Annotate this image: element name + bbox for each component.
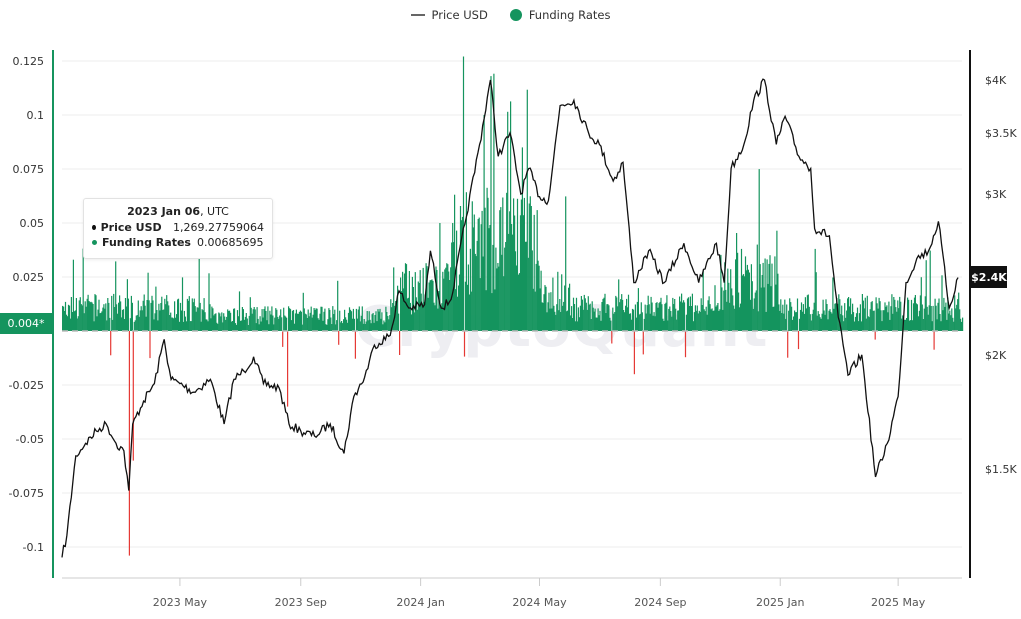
price-line [61, 78, 959, 558]
svg-text:0.025: 0.025 [13, 271, 45, 284]
right-axis-ticks: $4K $3.5K $3K $2K $1.5K [985, 74, 1017, 476]
chart-legend: Price USD Funding Rates [0, 8, 1021, 22]
svg-text:-0.025: -0.025 [9, 379, 44, 392]
legend-label-funding: Funding Rates [528, 8, 611, 22]
legend-item-funding[interactable]: Funding Rates [509, 8, 611, 22]
tooltip-row-funding: Funding Rates 0.00685695 [92, 235, 264, 250]
legend-label-price: Price USD [431, 8, 488, 22]
svg-text:2025 Jan: 2025 Jan [756, 596, 804, 609]
current-funding-badge: 0.004* [0, 313, 52, 334]
svg-text:-0.1: -0.1 [23, 541, 44, 554]
svg-text:$3K: $3K [985, 188, 1007, 201]
dot-icon [509, 9, 522, 21]
left-axis-ticks: 0.125 0.1 0.075 0.05 0.025 -0.025 -0.05 -0.075 -… [9, 55, 44, 554]
svg-text:$1.5K: $1.5K [985, 463, 1017, 476]
svg-text:2024 May: 2024 May [512, 596, 567, 609]
funding-rate-bars [62, 56, 964, 556]
svg-text:0.1: 0.1 [27, 109, 45, 122]
svg-text:-0.075: -0.075 [9, 487, 44, 500]
svg-text:$3.5K: $3.5K [985, 127, 1017, 140]
svg-text:2024 Sep: 2024 Sep [634, 596, 686, 609]
x-axis-ticks: 2023 May 2023 Sep 2024 Jan 2024 May 2024 Sep… [153, 578, 926, 609]
legend-item-price[interactable]: Price USD [410, 8, 488, 22]
dot-icon [92, 240, 97, 245]
svg-text:2023 Sep: 2023 Sep [275, 596, 327, 609]
tooltip-row-price: Price USD 1,269.27759064 [92, 220, 264, 235]
tooltip-date: 2023 Jan 06, UTC [127, 205, 229, 218]
svg-text:$2K: $2K [985, 349, 1007, 362]
svg-text:2025 May: 2025 May [871, 596, 926, 609]
line-icon [410, 14, 425, 16]
svg-text:0.125: 0.125 [13, 55, 45, 68]
svg-text:-0.05: -0.05 [16, 433, 44, 446]
svg-text:0.075: 0.075 [13, 163, 45, 176]
svg-text:$4K: $4K [985, 74, 1007, 87]
hover-tooltip: 2023 Jan 06, UTC Price USD 1,269.2775906… [83, 198, 273, 259]
current-price-badge: $2.4K [971, 266, 1007, 288]
svg-text:2024 Jan: 2024 Jan [396, 596, 444, 609]
svg-text:0.05: 0.05 [20, 217, 45, 230]
dot-icon [92, 225, 96, 230]
svg-text:2023 May: 2023 May [153, 596, 208, 609]
